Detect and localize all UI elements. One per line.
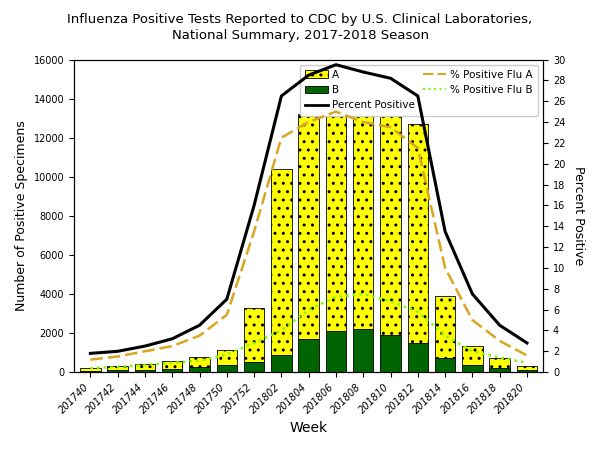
- Percent Positive: [469, 291, 476, 297]
- Percent Positive: [278, 93, 285, 99]
- Bar: [190, 357, 210, 368]
- % Positive Flu A: [469, 317, 476, 323]
- % Positive Flu A: [278, 135, 285, 140]
- % Positive Flu B: [196, 358, 203, 363]
- % Positive Flu B: [114, 364, 121, 369]
- Percent Positive: [142, 343, 149, 349]
- Bar: [490, 359, 510, 368]
- Bar: [326, 331, 346, 372]
- Bar: [380, 91, 401, 335]
- Bar: [380, 335, 401, 372]
- Percent Positive: [359, 69, 367, 75]
- % Positive Flu B: [496, 355, 503, 360]
- Bar: [80, 368, 101, 370]
- % Positive Flu B: [359, 291, 367, 297]
- Bar: [298, 339, 319, 372]
- % Positive Flu B: [332, 294, 340, 300]
- % Positive Flu A: [251, 229, 258, 234]
- % Positive Flu B: [305, 307, 312, 312]
- Bar: [271, 169, 292, 355]
- Y-axis label: Percent Positive: Percent Positive: [572, 166, 585, 266]
- Bar: [517, 366, 537, 370]
- % Positive Flu B: [169, 360, 176, 365]
- % Positive Flu A: [442, 265, 449, 270]
- Bar: [462, 346, 482, 365]
- Bar: [353, 329, 373, 372]
- Bar: [107, 366, 128, 370]
- Bar: [298, 114, 319, 339]
- % Positive Flu A: [414, 145, 421, 151]
- Bar: [244, 362, 265, 372]
- % Positive Flu A: [196, 333, 203, 338]
- Percent Positive: [251, 202, 258, 208]
- Percent Positive: [414, 93, 421, 99]
- Bar: [135, 364, 155, 369]
- % Positive Flu A: [496, 338, 503, 343]
- % Positive Flu A: [169, 343, 176, 349]
- % Positive Flu B: [414, 309, 421, 315]
- Bar: [353, 79, 373, 329]
- % Positive Flu B: [387, 298, 394, 304]
- % Positive Flu A: [223, 312, 230, 318]
- % Positive Flu A: [387, 125, 394, 130]
- % Positive Flu B: [278, 328, 285, 333]
- Bar: [80, 370, 101, 372]
- % Positive Flu B: [142, 362, 149, 368]
- % Positive Flu A: [142, 349, 149, 354]
- Bar: [407, 343, 428, 372]
- Bar: [107, 370, 128, 372]
- Percent Positive: [442, 229, 449, 234]
- % Positive Flu A: [523, 353, 530, 358]
- Bar: [271, 355, 292, 372]
- Percent Positive: [387, 76, 394, 81]
- % Positive Flu A: [87, 357, 94, 362]
- Percent Positive: [223, 297, 230, 302]
- Percent Positive: [523, 340, 530, 346]
- Bar: [326, 77, 346, 331]
- Bar: [217, 365, 237, 372]
- Bar: [435, 296, 455, 359]
- % Positive Flu A: [359, 119, 367, 125]
- Text: Influenza Positive Tests Reported to CDC by U.S. Clinical Laboratories,
National: Influenza Positive Tests Reported to CDC…: [67, 14, 533, 41]
- Percent Positive: [305, 72, 312, 78]
- Percent Positive: [169, 336, 176, 342]
- Bar: [190, 368, 210, 372]
- Bar: [162, 369, 182, 372]
- % Positive Flu B: [223, 352, 230, 357]
- % Positive Flu A: [305, 119, 312, 125]
- Bar: [462, 365, 482, 372]
- Bar: [407, 124, 428, 343]
- % Positive Flu B: [442, 333, 449, 338]
- Line: % Positive Flu B: % Positive Flu B: [91, 294, 527, 368]
- Percent Positive: [114, 349, 121, 354]
- Percent Positive: [87, 351, 94, 356]
- Bar: [490, 368, 510, 372]
- Bar: [517, 370, 537, 372]
- Bar: [217, 350, 237, 365]
- Bar: [135, 369, 155, 372]
- Y-axis label: Number of Positive Specimens: Number of Positive Specimens: [15, 121, 28, 311]
- Bar: [162, 361, 182, 369]
- Percent Positive: [332, 62, 340, 68]
- X-axis label: Week: Week: [290, 421, 328, 435]
- Bar: [244, 308, 265, 362]
- Percent Positive: [196, 323, 203, 328]
- % Positive Flu B: [523, 360, 530, 365]
- Percent Positive: [496, 323, 503, 328]
- % Positive Flu A: [332, 109, 340, 114]
- Bar: [435, 359, 455, 372]
- % Positive Flu B: [469, 349, 476, 354]
- % Positive Flu B: [251, 340, 258, 346]
- Line: % Positive Flu A: % Positive Flu A: [91, 112, 527, 360]
- Legend: A, B, Percent Positive, % Positive Flu A, % Positive Flu B: A, B, Percent Positive, % Positive Flu A…: [300, 65, 538, 116]
- Line: Percent Positive: Percent Positive: [91, 65, 527, 353]
- % Positive Flu B: [87, 365, 94, 371]
- % Positive Flu A: [114, 354, 121, 359]
